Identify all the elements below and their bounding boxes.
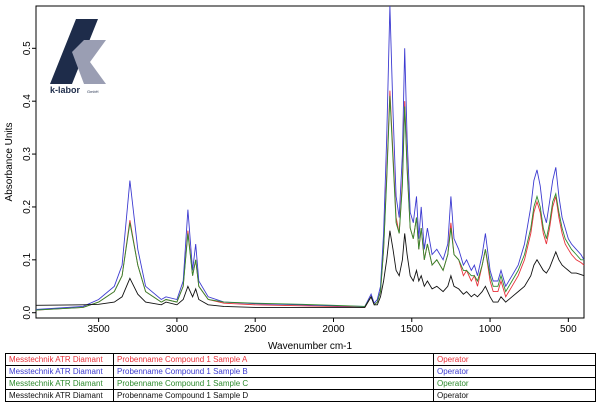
legend-method-cell: Messtechnik ATR Diamant [5,353,114,366]
x-tick-label: 2500 [244,324,267,335]
series-layer [35,5,585,311]
x-tick-label: 2000 [322,324,345,335]
logo-grey-shape [72,40,106,84]
y-tick-label: 0.2 [22,200,33,214]
spectrum-chart: 3500 3000 2500 2000 1500 1000 500 0.0 0.1 0.2 0.3 0… [4,5,585,352]
x-axis-label: Wavenumber cm-1 [268,341,353,352]
ticks-layer: 3500 3000 2500 2000 1500 1000 500 0.0 0.1 0.2 0.3 0… [22,41,577,335]
legend-row: Messtechnik ATR Diamant Probenname Compou… [5,389,596,402]
legend-row: Messtechnik ATR Diamant Probenname Compou… [5,377,596,390]
legend-sample-cell: Probenname Compound 1 Sample D [113,389,434,402]
legend-row: Messtechnik ATR Diamant Probenname Compou… [5,365,596,378]
y-axis-label: Absorbance Units [4,123,15,202]
x-tick-label: 3500 [88,324,111,335]
legend-sample-cell: Probenname Compound 1 Sample B [113,365,434,378]
legend-method-cell: Messtechnik ATR Diamant [5,389,114,402]
legend-sample-cell: Probenname Compound 1 Sample A [113,353,434,366]
legend-operator-cell: Operator [433,389,596,402]
plot-frame [35,5,585,319]
spectrum-line-sample-d [35,230,585,308]
y-tick-label: 0.3 [22,147,33,161]
spectrum-line-sample-c [35,95,584,311]
logo-wordmark: k-labor [50,85,81,95]
y-tick-label: 0.1 [22,252,33,266]
spectrum-line-sample-b [35,5,585,310]
legend-operator-cell: Operator [433,353,596,366]
legend-method-cell: Messtechnik ATR Diamant [5,377,114,390]
y-tick-label: 0.0 [22,305,33,319]
x-tick-label: 1000 [479,324,502,335]
legend-operator-cell: Operator [433,377,596,390]
x-tick-label: 500 [560,324,577,335]
k-labor-logo: k-labor GmbH [50,19,106,95]
logo-suffix: GmbH [87,89,99,94]
legend-row: Messtechnik ATR Diamant Probenname Compou… [5,353,596,366]
legend-sample-cell: Probenname Compound 1 Sample C [113,377,434,390]
legend-operator-cell: Operator [433,365,596,378]
sample-legend-table: Messtechnik ATR Diamant Probenname Compou… [5,353,596,402]
x-tick-label: 3000 [166,324,189,335]
x-tick-label: 1500 [401,324,424,335]
y-tick-label: 0.4 [22,94,33,108]
legend-method-cell: Messtechnik ATR Diamant [5,365,114,378]
y-tick-label: 0.5 [22,41,33,55]
